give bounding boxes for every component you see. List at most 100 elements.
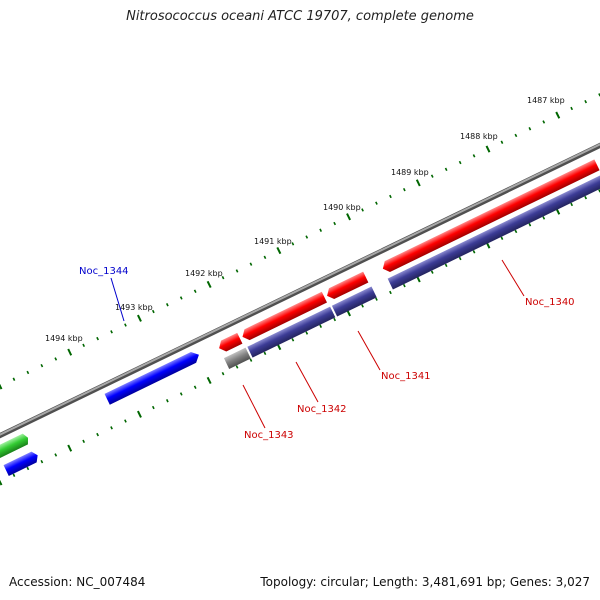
outer-scale-tick <box>26 370 30 375</box>
inner-scale-tick <box>179 392 183 396</box>
gene-label-leaders <box>110 259 525 429</box>
inner-scale-tick <box>500 236 504 240</box>
gene-label-noc-1341: Noc_1341 <box>381 371 431 382</box>
outer-scale-tick <box>67 348 73 356</box>
outer-scale-tick <box>82 343 86 348</box>
outer-scale-tick <box>40 363 44 368</box>
inner-scale-tick <box>26 466 30 471</box>
outer-scale-tick <box>444 167 448 172</box>
outer-scale-tick <box>500 140 504 144</box>
kbp-label-1487: 1487 kbp <box>527 96 565 105</box>
gene-noc-1341-arrow <box>327 271 369 300</box>
outer-scale-tick <box>542 120 546 124</box>
gene-noc-1343-arrow <box>219 332 243 352</box>
inner-scale-tick <box>514 229 518 234</box>
inner-scale-tick <box>430 270 434 274</box>
outer-scale-tick <box>206 280 212 289</box>
inner-scale-tick <box>528 223 532 227</box>
inner-scale-tick <box>40 459 44 464</box>
outer-scale-tick <box>528 127 532 131</box>
map-title: Nitrosococcus oceani ATCC 19707, complet… <box>126 9 474 24</box>
inner-scale-tick <box>67 444 73 452</box>
inner-scale-tick <box>291 338 295 342</box>
outer-scale-tick <box>54 357 58 361</box>
inner-scale-tick <box>0 479 3 486</box>
inner-scale-tick <box>361 304 364 308</box>
outer-scale-tick <box>555 111 561 119</box>
kbp-label-1491: 1491 kbp <box>254 237 292 246</box>
outer-scale-tick <box>96 336 100 341</box>
inner-scale-tick <box>584 195 588 200</box>
inner-scale-tick <box>12 473 16 477</box>
inner-scale-tick <box>151 405 155 410</box>
inner-scale-tick <box>206 376 212 385</box>
inner-scale-tick <box>221 371 225 376</box>
blue-feature-left <box>3 451 38 476</box>
inner-scale-tick <box>110 426 113 430</box>
outer-scale-tick <box>263 255 267 260</box>
feature-noc-1341 <box>331 286 377 317</box>
outer-scale-tick <box>570 106 574 111</box>
outer-scale-tick <box>361 208 364 212</box>
kbp-label-1488: 1488 kbp <box>460 132 498 141</box>
inner-scale-tick <box>96 432 100 437</box>
outer-scale-tick <box>333 221 337 226</box>
inner-scale-tick <box>333 317 337 322</box>
gene-noc-1344-arrow <box>104 351 199 405</box>
outer-scale-tick <box>151 309 155 314</box>
outer-scale-tick <box>249 262 253 266</box>
kbp-label-1489: 1489 kbp <box>391 168 429 177</box>
inner-scale-tick <box>137 410 142 418</box>
inner-scale-tick <box>193 385 197 389</box>
outer-scale-tick <box>389 194 392 199</box>
outer-scale-tick <box>319 228 323 232</box>
outer-scale-tick <box>291 242 295 246</box>
kbp-label-1493: 1493 kbp <box>115 303 153 312</box>
inner-scale-tick <box>235 365 239 369</box>
inner-scale-tick <box>542 216 546 220</box>
inner-scale-tick <box>54 453 58 457</box>
outer-scale-tick <box>458 160 462 165</box>
inner-scale-tick <box>389 290 392 295</box>
outer-scale-tick <box>430 174 434 178</box>
outer-scale-tick <box>375 201 378 205</box>
gray-feature <box>223 347 251 369</box>
outer-scale-tick <box>305 235 309 239</box>
kbp-labels: 1487 kbp 1488 kbp 1489 kbp 1490 kbp 1491… <box>45 96 565 343</box>
outer-scale-tick <box>235 269 239 273</box>
kbp-label-1492: 1492 kbp <box>185 269 223 278</box>
gene-label-noc-1340: Noc_1340 <box>525 297 575 308</box>
outer-scale-tick <box>124 323 127 327</box>
green-feature <box>0 433 29 458</box>
inner-scale-tick <box>472 250 476 254</box>
outer-scale-tick <box>137 314 142 322</box>
gene-label-noc-1343: Noc_1343 <box>244 430 294 441</box>
outer-scale-tick <box>165 303 169 307</box>
outer-scale-tick <box>179 296 183 300</box>
outer-scale-tick <box>276 246 282 255</box>
inner-scale-tick <box>82 439 86 444</box>
outer-scale-tick <box>0 383 3 390</box>
gene-noc-1342-arrow <box>242 291 328 341</box>
outer-scale-tick <box>12 377 16 381</box>
inner-scale-tick <box>305 331 309 335</box>
inner-scale-tick <box>263 351 267 356</box>
feature-noc-1342 <box>247 306 336 358</box>
outer-scale-tick <box>221 275 225 280</box>
inner-scale-tick <box>249 358 253 362</box>
outer-scale-tick <box>110 330 113 334</box>
inner-scale-tick <box>444 263 448 268</box>
outer-scale-ticks <box>0 93 600 390</box>
inner-scale-ticks <box>0 189 600 486</box>
inner-scale-tick <box>402 283 406 288</box>
gene-labels: Noc_1344 Noc_1340 Noc_1341 Noc_1342 Noc_… <box>79 266 575 441</box>
gene-noc-1340-arrow <box>382 159 600 272</box>
inner-scale-tick <box>319 324 323 328</box>
inner-scale-tick <box>570 202 574 207</box>
feature-noc-1340 <box>387 134 600 290</box>
outer-scale-tick <box>472 154 476 158</box>
accession-text: Accession: NC_007484 <box>9 575 146 589</box>
inner-scale-tick <box>458 256 462 261</box>
kbp-label-1494: 1494 kbp <box>45 334 83 343</box>
